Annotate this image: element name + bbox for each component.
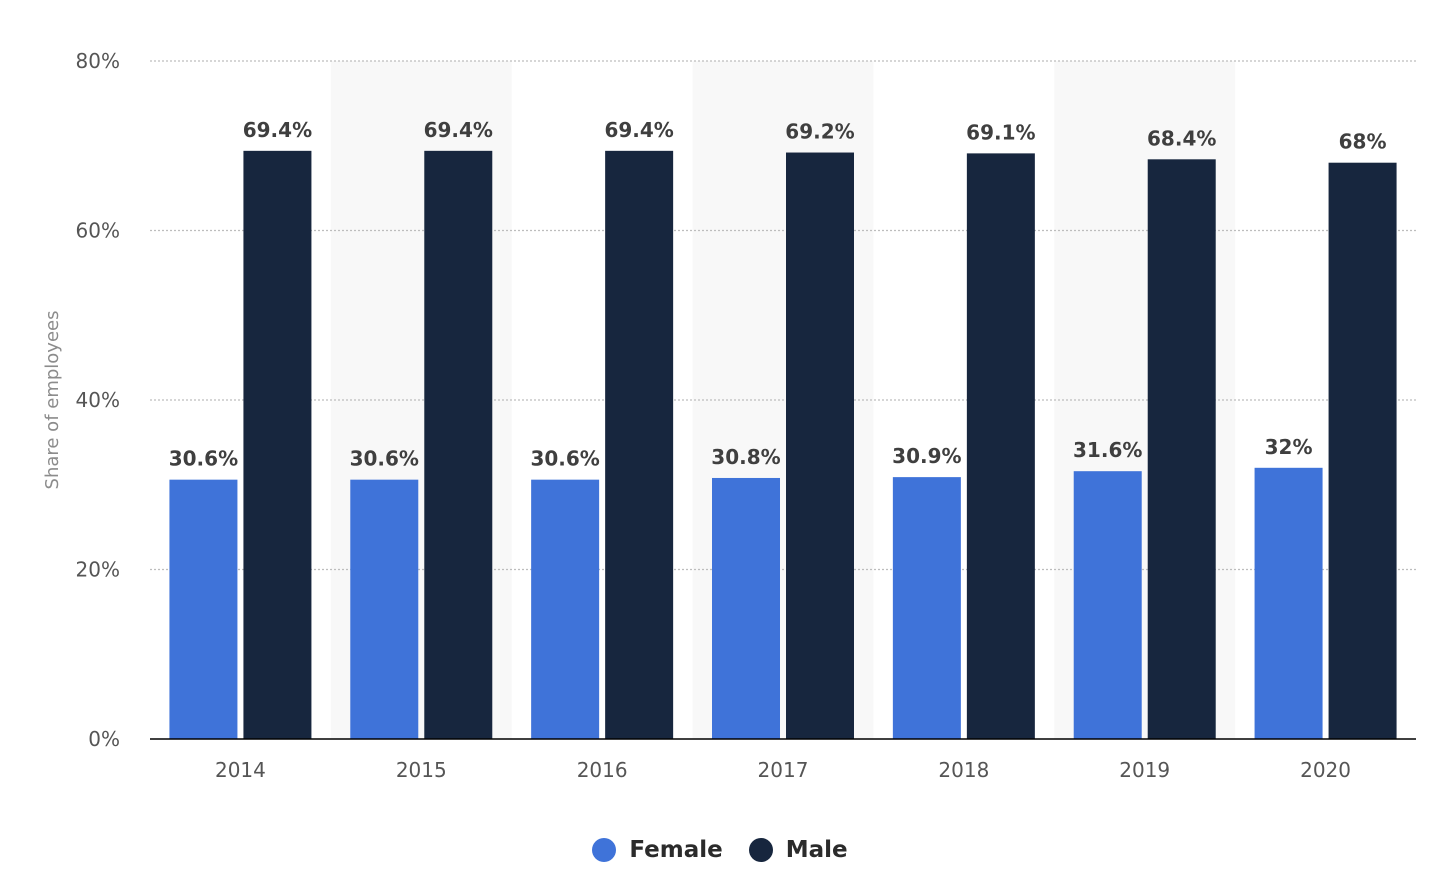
legend-label-male: Male: [785, 837, 848, 863]
x-tick-label: 2016: [577, 758, 628, 782]
y-axis-ticks: 0% 20% 40% 60% 80%: [76, 49, 120, 751]
data-label-female-2015: 30.6%: [350, 447, 419, 471]
data-label-female-2016: 30.6%: [530, 447, 599, 471]
legend-item-female[interactable]: Female: [592, 837, 723, 863]
y-tick-label: 0%: [88, 727, 120, 751]
data-label-male-2015: 69.4%: [424, 118, 493, 142]
bar-male-2019: [1147, 159, 1216, 739]
data-label-male-2016: 69.4%: [604, 118, 673, 142]
y-tick-label: 80%: [76, 49, 120, 73]
bar-male-2020: [1328, 162, 1397, 739]
data-label-female-2019: 31.6%: [1073, 438, 1142, 462]
legend-label-female: Female: [629, 837, 723, 863]
bar-female-2019: [1073, 471, 1142, 739]
data-label-female-2020: 32%: [1265, 435, 1313, 459]
x-axis-ticks: 2014 2015 2016 2017 2018 2019 2020: [215, 758, 1351, 782]
x-tick-label: 2015: [396, 758, 447, 782]
x-tick-label: 2017: [758, 758, 809, 782]
legend: Female Male: [0, 832, 1440, 868]
data-label-male-2019: 68.4%: [1147, 126, 1216, 150]
data-label-female-2014: 30.6%: [169, 447, 238, 471]
data-label-female-2018: 30.9%: [892, 444, 961, 468]
bar-male-2018: [966, 153, 1035, 739]
bar-female-2015: [350, 479, 419, 739]
data-label-male-2020: 68%: [1339, 130, 1387, 154]
legend-item-male[interactable]: Male: [748, 837, 848, 863]
data-label-male-2014: 69.4%: [243, 118, 312, 142]
bar-chart: 30.6% 69.4% 30.6% 69.4% 30.6% 69.4% 30.8% 69.2%…: [42, 49, 1416, 782]
data-label-female-2017: 30.8%: [711, 445, 780, 469]
y-tick-label: 40%: [76, 388, 120, 412]
bar-male-2016: [605, 150, 674, 739]
y-axis-title: Share of employees: [42, 311, 63, 490]
bar-male-2014: [243, 150, 312, 739]
x-tick-label: 2019: [1119, 758, 1170, 782]
gridlines: [150, 60, 1416, 571]
data-label-male-2018: 69.1%: [966, 120, 1035, 144]
bars: [169, 150, 1397, 739]
data-label-male-2017: 69.2%: [785, 120, 854, 144]
bar-male-2015: [424, 150, 493, 739]
bar-female-2020: [1254, 467, 1323, 739]
x-tick-label: 2020: [1300, 758, 1351, 782]
bar-female-2014: [169, 479, 238, 739]
x-tick-label: 2018: [938, 758, 989, 782]
legend-swatch-male: [748, 838, 773, 862]
y-tick-label: 20%: [76, 558, 120, 582]
bar-female-2017: [712, 477, 780, 739]
bar-female-2016: [531, 479, 600, 739]
bar-male-2017: [786, 152, 854, 739]
x-tick-label: 2014: [215, 758, 266, 782]
bar-female-2018: [892, 477, 961, 739]
data-labels: 30.6% 69.4% 30.6% 69.4% 30.6% 69.4% 30.8% 69.2%…: [169, 118, 1387, 471]
legend-swatch-female: [592, 838, 617, 862]
y-tick-label: 60%: [76, 219, 120, 243]
